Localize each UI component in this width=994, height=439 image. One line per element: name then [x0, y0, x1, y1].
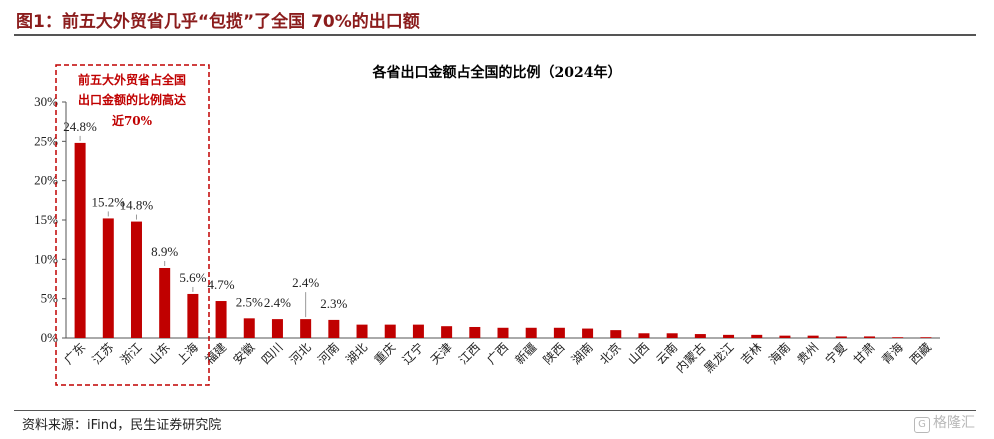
bar — [553, 327, 565, 338]
category-label: 山东 — [146, 340, 173, 367]
data-label: 14.8% — [120, 198, 154, 213]
category-label: 河南 — [314, 340, 342, 368]
category-label: 上海 — [173, 340, 201, 368]
data-label: 15.2% — [91, 194, 125, 209]
category-labels: 广东 江苏 浙江 山东 上海 福建 安徽 四川 河北 河南 湖北 重庆 辽宁 天津 江西 广西 新疆 陕西 湖南 北京… — [61, 340, 934, 376]
data-label: 4.7% — [208, 277, 235, 292]
category-label: 新疆 — [512, 340, 540, 368]
bar — [328, 319, 340, 338]
category-label: 重庆 — [371, 340, 398, 367]
data-label: 2.5% — [236, 294, 263, 309]
bar-chart: 各省出口金额占全国的比例（2024年） 0%5%10%15%20%25%30% … — [34, 64, 940, 386]
category-label: 北京 — [597, 340, 624, 367]
category-label: 湖南 — [568, 340, 596, 368]
bar — [356, 324, 368, 338]
annotation-line: 前五大外贸省占全国 — [78, 72, 186, 87]
category-label: 黑龙江 — [701, 340, 736, 375]
data-label: 2.4% — [292, 275, 319, 290]
category-label: 宁夏 — [822, 340, 850, 368]
footer-divider — [14, 410, 976, 411]
category-label: 贵州 — [794, 340, 821, 367]
category-label: 吉林 — [738, 340, 765, 367]
bar — [74, 142, 86, 338]
category-label: 浙江 — [118, 340, 145, 367]
watermark: G 格隆汇 — [914, 412, 975, 433]
y-tick-label: 10% — [34, 251, 58, 266]
bar — [779, 335, 791, 338]
watermark-text: 格隆汇 — [933, 415, 975, 431]
data-label: 2.3% — [320, 296, 347, 311]
bar — [638, 333, 650, 338]
bar — [271, 319, 283, 338]
category-label: 天津 — [428, 340, 455, 367]
figure-title: 图1：前五大外贸省几乎“包揽”了全国 70%的出口额 — [16, 12, 420, 32]
bar — [723, 334, 735, 338]
bar — [441, 326, 453, 338]
bar — [159, 267, 171, 338]
bar — [243, 318, 255, 338]
category-label: 福建 — [202, 340, 230, 368]
bar — [130, 221, 142, 338]
title-divider — [14, 34, 976, 36]
g-logo-icon: G — [914, 417, 930, 433]
category-label: 海南 — [765, 340, 793, 368]
highlight-box — [55, 64, 210, 386]
bar — [525, 327, 537, 338]
data-label: 24.8% — [63, 119, 97, 134]
category-label: 西藏 — [907, 340, 934, 367]
category-label: 广东 — [61, 340, 88, 367]
data-label: 8.9% — [151, 244, 178, 259]
category-label: 江苏 — [90, 340, 117, 367]
bar — [807, 335, 819, 338]
data-label: 2.4% — [264, 295, 291, 310]
y-tick-label: 0% — [41, 330, 59, 345]
source-note: 资料来源：iFind，民生证券研究院 — [22, 418, 222, 433]
category-label: 陕西 — [540, 340, 568, 368]
bar — [666, 333, 678, 338]
y-tick-label: 20% — [34, 173, 58, 188]
chart-title: 各省出口金额占全国的比例（2024年） — [372, 64, 622, 81]
bar — [102, 218, 114, 338]
bars — [74, 142, 932, 338]
bar — [694, 334, 706, 338]
y-tick-label: 5% — [41, 291, 59, 306]
category-label: 广西 — [484, 340, 511, 367]
bar — [384, 324, 396, 338]
bar — [835, 336, 847, 338]
bar — [497, 327, 509, 338]
category-label: 湖北 — [343, 340, 371, 368]
data-label: 5.6% — [179, 270, 206, 285]
axes: 0% 5% 10% 15% 20% 25% 30% — [34, 94, 940, 345]
bar — [582, 328, 594, 338]
bar — [610, 330, 622, 338]
category-label: 河北 — [287, 340, 314, 367]
bar — [864, 336, 876, 338]
annotation-line: 近70% — [112, 113, 153, 128]
y-tick-label: 25% — [34, 133, 58, 148]
bar — [892, 337, 904, 338]
category-label: 青海 — [878, 340, 906, 368]
category-label: 四川 — [259, 340, 286, 367]
bar — [215, 301, 227, 338]
category-label: 安徽 — [230, 340, 258, 368]
bar — [187, 293, 199, 338]
annotation-line: 出口金额的比例高达 — [78, 92, 186, 107]
category-label: 内蒙古 — [672, 340, 708, 376]
bar — [300, 319, 312, 338]
bar — [469, 326, 481, 338]
y-tick-label: 15% — [34, 212, 58, 227]
category-label: 辽宁 — [399, 340, 427, 368]
bar — [412, 324, 424, 338]
category-label: 甘肃 — [851, 340, 878, 367]
data-labels: 24.8%15.2%14.8%8.9%5.6% 4.7%2.5% 2.4%2.4%2… — [63, 119, 348, 318]
category-label: 山西 — [625, 340, 652, 367]
y-tick-label: 30% — [34, 94, 58, 109]
bar — [920, 337, 932, 338]
category-label: 江西 — [456, 340, 483, 367]
bar — [751, 334, 763, 338]
